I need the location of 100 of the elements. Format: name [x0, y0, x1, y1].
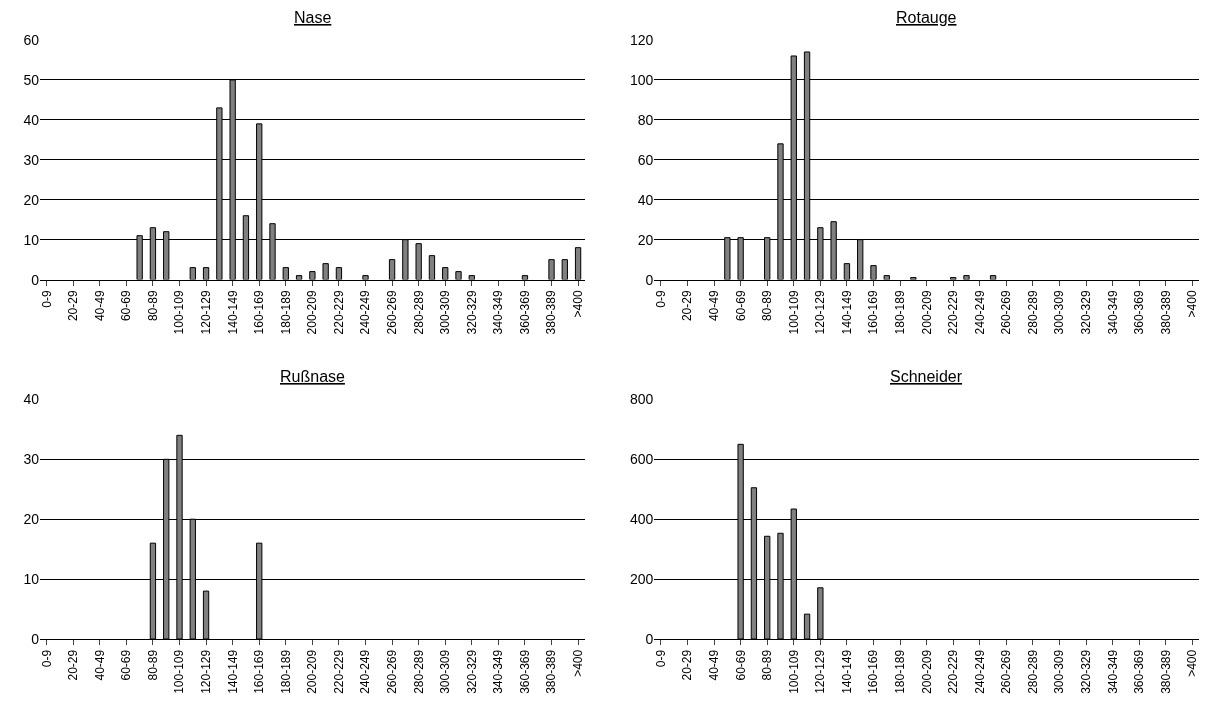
x-tick-label: 200-209: [305, 290, 320, 335]
y-tick-label: 400: [629, 511, 654, 528]
x-tick-label: 360-369: [1132, 290, 1147, 335]
y-tick-label: 100: [629, 71, 654, 88]
x-tick-label: 140-149: [839, 290, 854, 335]
x-tick-label: 20-29: [66, 290, 81, 322]
x-tick-label: 240-249: [358, 649, 373, 694]
y-tick-label: 50: [23, 71, 40, 88]
x-tick-label: 200-209: [919, 290, 934, 335]
y-tick-label: 20: [637, 231, 654, 248]
x-tick-label: 100-109: [786, 290, 801, 335]
x-tick-label: 180-189: [892, 290, 907, 335]
y-tick-label: 60: [23, 31, 40, 48]
x-tick-label: 80-89: [760, 290, 775, 322]
x-tick-label: 100-109: [786, 649, 801, 694]
x-tick-label: 300-309: [1052, 649, 1067, 694]
x-tick-label: 260-269: [999, 290, 1014, 335]
y-tick-label: 10: [23, 231, 40, 248]
x-tick-label: 40-49: [92, 290, 107, 322]
x-tick-label: 380-389: [544, 290, 559, 335]
x-tick-label: 180-189: [278, 649, 293, 694]
y-tick-label: 0: [645, 630, 654, 647]
y-tick-label: 40: [23, 111, 40, 128]
x-tick-label: 240-249: [358, 290, 373, 335]
x-tick-label: >400: [570, 290, 585, 318]
x-tick-label: 360-369: [1132, 649, 1147, 694]
x-tick-label: 100-109: [172, 290, 187, 335]
x-tick-label: 20-29: [680, 649, 695, 681]
x-tick-label: 180-189: [892, 649, 907, 694]
x-tick-label: 320-329: [1078, 290, 1093, 335]
x-tick-label: 140-149: [839, 649, 854, 694]
y-tick-label: 200: [629, 571, 654, 587]
x-tick-label: 120-129: [813, 649, 828, 694]
x-tick-label: 80-89: [145, 290, 160, 322]
x-tick-label: 200-209: [919, 649, 934, 694]
y-tick-label: 40: [23, 391, 40, 408]
x-tick-label: 120-129: [813, 290, 828, 335]
x-tick-label: 20-29: [66, 649, 81, 681]
x-tick-label: 220-229: [946, 290, 961, 335]
x-tick-label: 60-69: [733, 290, 748, 322]
y-tick-label: 20: [23, 511, 40, 528]
x-tick-label: 60-69: [119, 649, 134, 681]
x-tick-label: 160-169: [252, 290, 267, 335]
x-tick-label: 320-329: [1078, 649, 1093, 694]
x-tick-label: 40-49: [706, 649, 721, 681]
chart-title: Rotauge: [896, 9, 957, 26]
x-tick-label: 300-309: [438, 649, 453, 694]
chart-title: Schneider: [890, 368, 963, 385]
x-tick-label: 160-169: [866, 649, 881, 694]
x-tick-label: 140-149: [225, 649, 240, 694]
x-tick-label: 340-349: [1105, 649, 1120, 694]
y-tick-label: 800: [629, 391, 654, 408]
x-tick-label: 60-69: [119, 290, 134, 322]
y-tick-label: 0: [645, 271, 654, 288]
y-tick-label: 20: [23, 191, 40, 208]
x-tick-label: 380-389: [1158, 290, 1173, 335]
x-tick-label: 300-309: [1052, 290, 1067, 335]
x-tick-label: 0-9: [653, 290, 668, 308]
x-tick-label: 0-9: [653, 649, 668, 668]
chart-title: Rußnase: [280, 368, 346, 385]
x-tick-label: 360-369: [517, 649, 532, 694]
x-tick-label: 0-9: [39, 290, 54, 308]
x-tick-label: 320-329: [464, 290, 479, 335]
y-tick-label: 120: [629, 31, 654, 48]
x-tick-label: 240-249: [972, 290, 987, 335]
y-tick-label: 0: [31, 271, 40, 288]
x-tick-label: 40-49: [706, 290, 721, 322]
x-tick-label: 80-89: [760, 649, 775, 681]
x-tick-label: 60-69: [733, 649, 748, 681]
x-tick-label: 340-349: [1105, 290, 1120, 335]
x-tick-label: 260-269: [999, 649, 1014, 694]
x-tick-label: 340-349: [491, 649, 506, 694]
x-tick-label: 360-369: [517, 290, 532, 335]
x-tick-label: 140-149: [225, 290, 240, 335]
x-tick-label: >400: [1185, 649, 1200, 677]
y-tick-label: 0: [31, 630, 40, 647]
x-tick-label: 320-329: [464, 649, 479, 694]
y-tick-label: 10: [23, 571, 40, 587]
y-tick-label: 30: [23, 151, 40, 168]
y-tick-label: 80: [637, 111, 654, 128]
y-tick-label: 30: [23, 451, 40, 468]
y-tick-label: 600: [629, 451, 654, 468]
x-tick-label: 380-389: [544, 649, 559, 694]
y-tick-label: 40: [637, 191, 654, 208]
x-tick-label: 340-349: [491, 290, 506, 335]
x-tick-label: 260-269: [384, 290, 399, 335]
x-tick-label: 160-169: [866, 290, 881, 335]
x-tick-label: 180-189: [278, 290, 293, 335]
chart-title: Nase: [294, 9, 332, 26]
x-tick-label: 120-129: [198, 649, 213, 694]
x-tick-label: 280-289: [1025, 290, 1040, 335]
x-tick-label: 220-229: [331, 290, 346, 335]
x-tick-label: 280-289: [411, 290, 426, 335]
x-tick-label: 260-269: [384, 649, 399, 694]
x-tick-label: 0-9: [39, 649, 54, 668]
x-tick-label: 160-169: [252, 649, 267, 694]
x-tick-label: 80-89: [145, 649, 160, 681]
x-tick-label: 40-49: [92, 649, 107, 681]
x-tick-label: 300-309: [438, 290, 453, 335]
x-tick-label: 380-389: [1158, 649, 1173, 694]
